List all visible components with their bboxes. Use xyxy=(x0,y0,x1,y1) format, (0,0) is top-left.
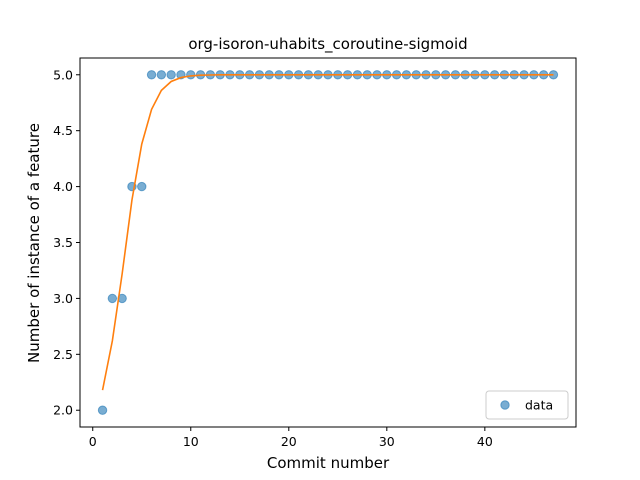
y-tick-label: 2.0 xyxy=(53,403,73,418)
data-point xyxy=(166,70,176,80)
legend-label: data xyxy=(525,398,553,413)
y-tick-label: 5.0 xyxy=(53,67,73,82)
data-point xyxy=(186,70,196,80)
data-point xyxy=(107,293,118,304)
legend-box xyxy=(485,390,569,420)
y-tick-label: 3.5 xyxy=(53,235,73,250)
y-tick-label: 4.5 xyxy=(53,123,73,138)
data-point xyxy=(137,181,147,192)
legend-marker xyxy=(500,400,510,410)
y-axis-label: Number of instance of a feature xyxy=(25,123,43,363)
data-point xyxy=(97,405,108,415)
x-axis-label: Commit number xyxy=(267,454,390,472)
y-tick-label: 2.5 xyxy=(53,347,73,362)
chart-title: org-isoron-uhabits_coroutine-sigmoid xyxy=(188,35,467,54)
data-point xyxy=(146,70,157,80)
y-tick-label: 4.0 xyxy=(53,179,73,194)
fit-line xyxy=(101,73,554,391)
x-tick-label: 0 xyxy=(89,434,97,449)
y-tick-label: 3.0 xyxy=(53,291,73,306)
x-tick-label: 10 xyxy=(183,434,199,449)
data-point xyxy=(156,70,167,80)
x-tick-label: 40 xyxy=(477,434,493,449)
x-tick-label: 30 xyxy=(379,434,395,449)
x-tick-label: 20 xyxy=(281,434,297,449)
